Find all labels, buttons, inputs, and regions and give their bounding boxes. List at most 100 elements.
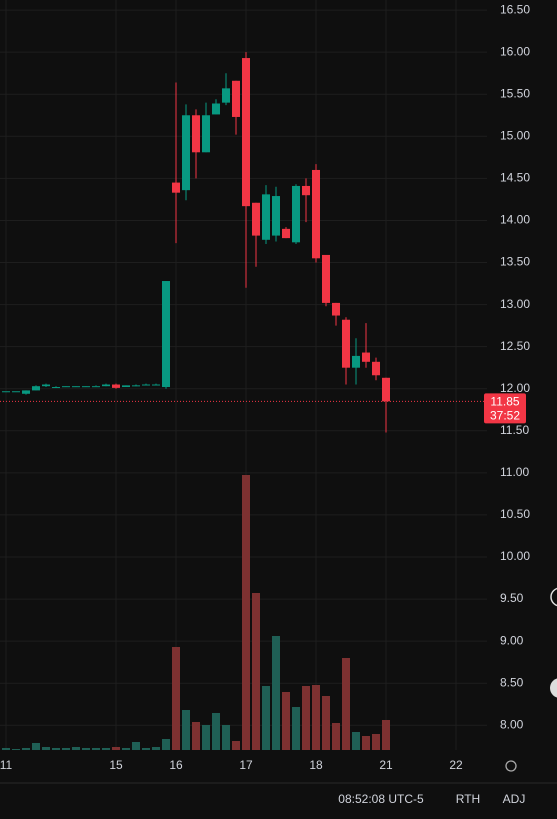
- candle-body: [342, 319, 350, 368]
- y-tick-label: 13.50: [500, 255, 530, 269]
- volume-bar: [212, 713, 220, 750]
- candle-body: [212, 103, 220, 115]
- volume-bar: [262, 686, 270, 750]
- candle-body: [182, 115, 190, 191]
- volume-bar: [342, 658, 350, 750]
- volume-bar: [382, 720, 390, 750]
- x-tick-label: 18: [309, 758, 323, 772]
- candle-body: [172, 182, 180, 193]
- candle-body: [222, 88, 230, 103]
- volume-bar: [292, 707, 300, 750]
- x-tick-label: 16: [169, 758, 183, 772]
- volume-bar: [112, 747, 120, 750]
- volume-bar: [52, 748, 60, 750]
- volume-bar: [202, 725, 210, 750]
- adjust-toggle[interactable]: ADJ: [503, 792, 526, 806]
- candle-body: [232, 80, 240, 117]
- x-tick-label: 15: [109, 758, 123, 772]
- volume-bar: [372, 734, 380, 750]
- volume-bar: [182, 710, 190, 750]
- candles: [1, 52, 390, 433]
- candle-body: [82, 386, 90, 388]
- candle-body: [12, 391, 20, 393]
- candle-body: [242, 58, 250, 207]
- candle-body: [302, 185, 310, 196]
- axes: 16.50 16.00 15.50 15.00 14.50 14.00 13.50 13.00…: [0, 2, 530, 772]
- y-tick-label: 8.50: [500, 675, 524, 689]
- volume-bar: [362, 736, 370, 750]
- candle-body: [122, 385, 130, 388]
- y-tick-label: 15.50: [500, 86, 530, 100]
- volume-bar: [82, 748, 90, 750]
- volume-bar: [232, 741, 240, 750]
- y-tick-label: 15.00: [500, 128, 530, 142]
- y-tick-label: 16.00: [500, 44, 530, 58]
- y-tick-label: 16.50: [500, 2, 530, 16]
- candle-body: [162, 281, 170, 388]
- candle-body: [322, 254, 330, 303]
- y-tick-label: 10.50: [500, 507, 530, 521]
- candle-body: [202, 115, 210, 153]
- volume-pane: [1, 475, 390, 750]
- candle-body: [332, 302, 340, 316]
- candle-body: [382, 377, 390, 402]
- last-price-box: [484, 393, 526, 424]
- candle-body: [142, 384, 150, 386]
- x-tick-label: 22: [449, 758, 463, 772]
- candle-body: [262, 194, 270, 240]
- volume-bar: [162, 739, 170, 750]
- y-tick-label: 12.50: [500, 339, 530, 353]
- y-tick-label: 12.00: [500, 381, 530, 395]
- y-tick-label: 11.50: [500, 423, 529, 437]
- candle-body: [102, 384, 110, 387]
- candle-body: [282, 228, 290, 239]
- volume-bar: [322, 696, 330, 750]
- volume-bar: [122, 748, 130, 750]
- y-tick-label: 9.50: [500, 591, 524, 605]
- y-tick-label: 8.00: [500, 717, 524, 731]
- side-icon[interactable]: [550, 587, 557, 607]
- x-tick-label: 17: [239, 758, 253, 772]
- candle-body: [92, 386, 100, 388]
- volume-bar: [32, 743, 40, 750]
- y-tick-label: 10.00: [500, 549, 530, 563]
- volume-bar: [102, 748, 110, 750]
- candle-body: [312, 169, 320, 259]
- x-tick-label: 11: [0, 758, 13, 772]
- candle-body: [292, 185, 300, 243]
- volume-bar: [352, 732, 360, 750]
- volume-bar: [1, 748, 10, 750]
- volume-bar: [92, 748, 100, 750]
- settings-icon[interactable]: [505, 760, 517, 772]
- last-price-label: 11.85: [490, 395, 519, 409]
- side-icon[interactable]: [550, 678, 557, 698]
- candle-body: [72, 386, 80, 388]
- volume-bar: [332, 723, 340, 750]
- candle-body: [152, 384, 160, 386]
- volume-bar: [72, 747, 80, 750]
- candle-body: [32, 386, 40, 391]
- volume-bar: [302, 686, 310, 750]
- candle-body: [112, 384, 120, 388]
- candle-body: [352, 355, 360, 368]
- volume-bar: [152, 747, 160, 750]
- y-tick-label: 11.00: [500, 465, 529, 479]
- volume-bar: [222, 725, 230, 750]
- candle-body: [1, 391, 10, 393]
- clock: 08:52:08 UTC-5: [338, 792, 424, 806]
- volume-bar: [142, 748, 150, 750]
- candle-body: [42, 384, 50, 387]
- y-tick-label: 9.00: [500, 633, 524, 647]
- candle-body: [52, 387, 60, 389]
- volume-bar: [62, 748, 70, 750]
- bar-countdown: 37:52: [490, 409, 520, 423]
- candle-body: [132, 385, 140, 387]
- candle-body: [22, 390, 30, 394]
- y-tick-label: 14.00: [500, 213, 530, 227]
- session-toggle[interactable]: RTH: [456, 792, 480, 806]
- y-tick-label: 14.50: [500, 171, 530, 185]
- x-tick-label: 21: [379, 758, 393, 772]
- volume-bar: [42, 747, 50, 750]
- volume-bar: [272, 636, 280, 750]
- candle-body: [62, 386, 70, 388]
